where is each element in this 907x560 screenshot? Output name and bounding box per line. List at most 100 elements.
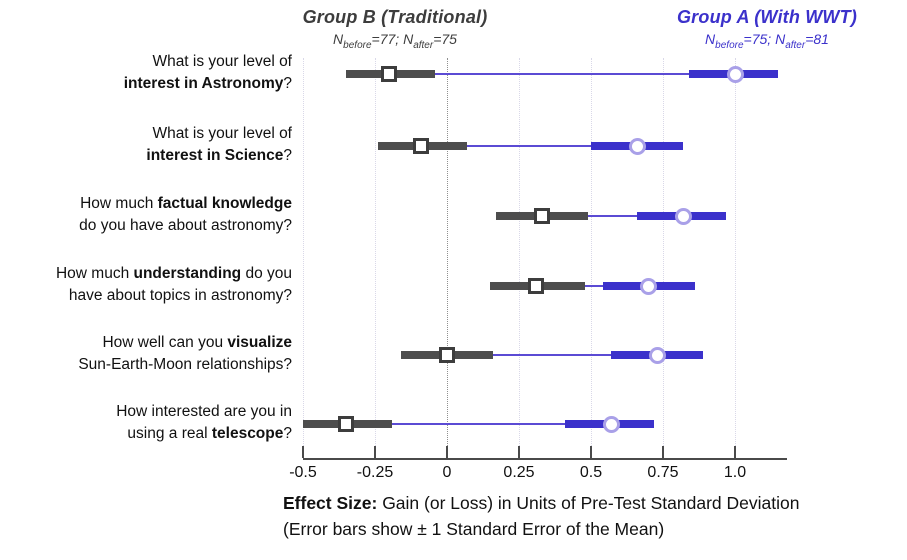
text-segment: Sun-Earth-Moon relationships? [78,356,292,373]
text-segment: have about topics in astronomy? [68,287,292,304]
pair-connector-line [588,215,638,217]
gridline [663,58,664,458]
x-axis-tick-label: -0.25 [356,464,394,481]
pair-connector-line [467,145,591,147]
question-label-line: interest in Science? [0,145,292,167]
text-segment: =81 [805,31,829,47]
question-label: How much factual knowledge do you have ab… [0,193,292,237]
group-b-mean-marker [439,347,455,363]
question-label-line: How well can you visualize [0,332,292,354]
text-segment: after [413,39,434,51]
group-a-mean-marker [602,415,620,433]
group-b-title: Group B (Traditional) [302,7,488,27]
x-axis-line [303,458,787,460]
text-segment: do you have about astronomy? [79,217,292,234]
question-label-line: using a real telescope? [0,423,292,445]
question-label-line: have about topics in astronomy? [0,285,292,307]
x-axis-caption: Effect Size: Gain (or Loss) in Units of … [283,490,799,542]
x-axis-tick-label: 0.5 [579,464,603,481]
text-segment: N [705,31,716,47]
text-segment: Effect Size: [283,493,378,513]
group-a-header: Group A (With WWT) Nbefore=75; Nafter=81 [632,7,902,51]
group-a-mean-marker [640,277,658,295]
pair-connector-line [493,354,612,356]
text-segment: How interested are you in [116,403,292,420]
text-segment: ? [283,147,292,164]
x-axis-tick-label: -0.5 [289,464,317,481]
caption-line-1: Effect Size: Gain (or Loss) in Units of … [283,490,799,516]
pair-connector-line [392,423,566,425]
question-label-line: interest in Astronomy? [0,73,292,95]
group-b-mean-marker [534,208,551,224]
text-segment: interest in Astronomy [123,75,284,92]
question-label: How interested are you in using a real te… [0,401,292,445]
text-segment: ? [283,75,292,92]
text-segment: before [343,39,372,51]
group-b-mean-marker [413,138,430,154]
group-b-mean-marker [528,278,545,294]
text-segment: interest in Science [146,147,284,164]
caption-line-2: (Error bars show ± 1 Standard Error of t… [283,516,799,542]
text-segment: How well can you [102,334,228,351]
text-segment: using a real [127,425,212,442]
x-axis-tick [446,446,448,458]
text-segment: Gain (or Loss) in Units of Pre-Test Stan… [377,493,800,513]
question-label-line: How much understanding do you [0,263,292,285]
x-axis-tick [734,446,736,458]
x-axis-tick [662,446,664,458]
text-segment: =75; [743,31,776,47]
group-a-mean-marker [628,137,646,155]
question-label: How much understanding do you have about … [0,263,292,307]
question-label-line: do you have about astronomy? [0,215,292,237]
question-label-line: What is your level of [0,51,292,73]
text-segment: =77; [371,31,404,47]
question-label: What is your level of interest in Science… [0,123,292,167]
pair-connector-line [585,285,603,287]
text-segment: What is your level of [152,125,292,142]
group-b-mean-marker [338,416,355,432]
x-axis-tick-label: 0 [442,464,452,481]
text-segment: N [403,31,414,47]
question-label-line: How interested are you in [0,401,292,423]
gridline [519,58,520,458]
group-b-header: Group B (Traditional) Nbefore=77; Nafter… [285,7,505,51]
text-segment: after [785,39,806,51]
gridline [303,58,304,458]
text-segment: understanding [133,265,242,282]
text-segment: =75 [433,31,457,47]
zero-reference-gridline [447,58,448,458]
question-label: What is your level of interest in Astrono… [0,51,292,95]
text-segment: (Error bars show ± 1 Standard Error of t… [283,519,665,539]
text-segment: N [775,31,786,47]
x-axis-tick [518,446,520,458]
text-segment: factual knowledge [157,195,292,212]
text-segment: telescope [211,425,284,442]
x-axis-tick [590,446,592,458]
gridline [591,58,592,458]
question-label-line: What is your level of [0,123,292,145]
question-label-line: Sun-Earth-Moon relationships? [0,354,292,376]
x-axis-tick [374,446,376,458]
group-a-mean-marker [674,207,692,225]
text-segment: What is your level of [152,53,292,70]
group-b-sample-sizes: Nbefore=77; Nafter=75 [285,31,505,51]
text-segment: visualize [227,334,292,351]
text-segment: do you [241,265,292,282]
text-segment: How much [80,195,158,212]
group-a-sample-sizes: Nbefore=75; Nafter=81 [632,31,902,51]
x-axis-tick-label: 0.75 [647,464,679,481]
group-a-mean-marker [648,346,666,364]
x-axis-tick-label: 1.0 [723,464,747,481]
question-label-line: How much factual knowledge [0,193,292,215]
x-axis-tick [302,446,304,458]
x-axis-tick-label: 0.25 [503,464,535,481]
question-label: How well can you visualize Sun-Earth-Moon… [0,332,292,376]
pair-connector-line [435,73,689,75]
group-a-title: Group A (With WWT) [676,7,858,27]
gridline [735,58,736,458]
text-segment: before [715,39,744,51]
text-segment: N [333,31,344,47]
gridline [375,58,376,458]
group-a-mean-marker [726,65,744,83]
